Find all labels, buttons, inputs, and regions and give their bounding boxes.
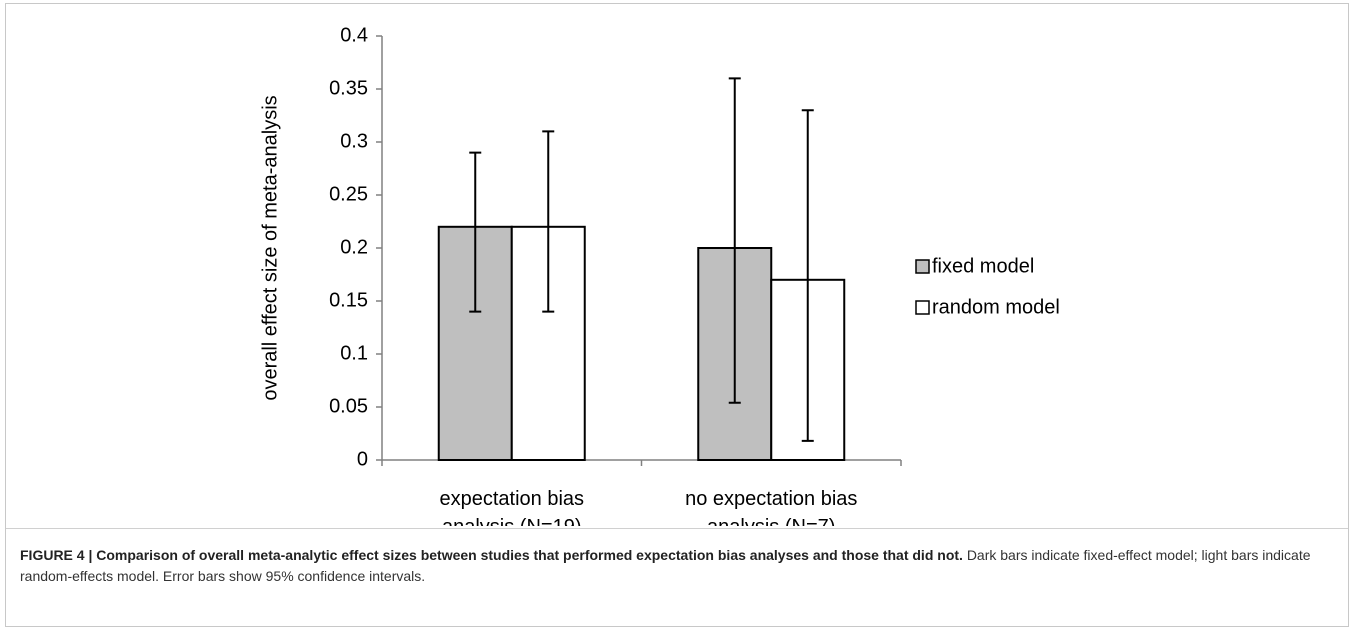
y-tick-label: 0.15 xyxy=(329,289,368,311)
y-tick-label: 0.2 xyxy=(340,236,368,258)
x-tick-label: expectation bias analysis (N=19) xyxy=(439,488,584,526)
x-tick-label-line: no expectation bias xyxy=(685,488,857,510)
legend-swatch xyxy=(915,300,930,315)
error-bar-line xyxy=(469,151,482,313)
error-bar-line xyxy=(728,77,741,404)
y-axis-label: overall effect size of meta-analysis xyxy=(259,95,281,400)
error-bar xyxy=(801,109,814,442)
figure-frame: overall effect size of meta-analysis 0 0.… xyxy=(5,3,1349,627)
legend-label: fixed model xyxy=(932,255,1034,277)
error-bar-line xyxy=(542,130,555,313)
y-tick-label: 0.05 xyxy=(329,395,368,417)
y-tick-label: 0.4 xyxy=(340,24,368,46)
x-tick-label-line: analysis (N=7) xyxy=(707,516,835,526)
y-tick-label: 0 xyxy=(357,448,368,470)
separator xyxy=(6,528,1348,529)
x-tick-label-line: expectation bias xyxy=(439,488,584,510)
legend-label: random model xyxy=(932,296,1060,318)
x-tick-label: no expectation bias analysis (N=7) xyxy=(685,488,857,526)
y-tick-label: 0.1 xyxy=(340,342,368,364)
error-bar xyxy=(469,151,482,313)
chart: overall effect size of meta-analysis 0 0.… xyxy=(259,24,1060,526)
x-tick-label-line: analysis (N=19) xyxy=(442,516,582,526)
error-bar xyxy=(542,130,555,313)
caption-label: FIGURE 4 | Comparison of overall meta-an… xyxy=(20,547,963,563)
error-bar-line xyxy=(801,109,814,442)
legend-swatch xyxy=(915,259,930,274)
y-tick-label: 0.35 xyxy=(329,77,368,99)
y-tick-label: 0.25 xyxy=(329,183,368,205)
caption-text: Dark bars indicate fixed-effect model; l… xyxy=(20,547,1311,584)
caption: FIGURE 4 | Comparison of overall meta-an… xyxy=(20,545,1330,587)
y-tick-label: 0.3 xyxy=(340,130,368,152)
error-bar xyxy=(728,77,741,404)
